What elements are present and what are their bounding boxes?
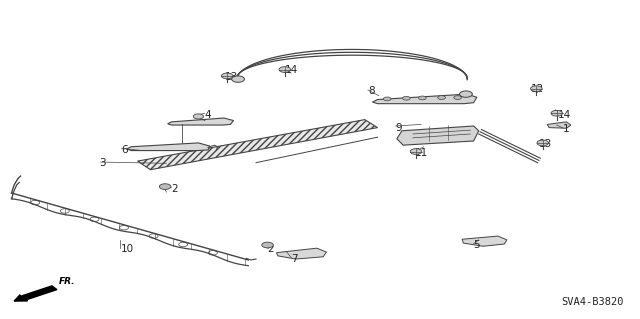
Circle shape <box>551 110 563 116</box>
Text: 14: 14 <box>285 64 298 75</box>
Circle shape <box>537 140 548 146</box>
Text: 7: 7 <box>291 254 298 264</box>
Text: 12: 12 <box>531 84 545 94</box>
Polygon shape <box>462 236 507 246</box>
Circle shape <box>221 73 233 79</box>
Text: 8: 8 <box>368 86 374 96</box>
Circle shape <box>454 96 461 100</box>
Circle shape <box>262 242 273 248</box>
Text: 1: 1 <box>563 124 570 134</box>
Polygon shape <box>127 143 210 151</box>
Circle shape <box>460 91 472 97</box>
Text: 4: 4 <box>205 110 211 120</box>
Polygon shape <box>276 248 326 259</box>
Text: 2: 2 <box>172 184 178 194</box>
Text: 2: 2 <box>268 244 274 255</box>
Circle shape <box>159 184 171 189</box>
Polygon shape <box>138 120 378 170</box>
Polygon shape <box>168 118 234 125</box>
Text: 13: 13 <box>225 71 239 82</box>
Circle shape <box>403 96 410 100</box>
Polygon shape <box>547 122 571 128</box>
Circle shape <box>410 149 422 154</box>
Text: 11: 11 <box>415 148 428 158</box>
Circle shape <box>279 67 291 72</box>
Text: SVA4-B3820: SVA4-B3820 <box>561 297 624 307</box>
Text: 10: 10 <box>120 244 134 255</box>
Text: 14: 14 <box>558 110 572 120</box>
Circle shape <box>438 96 445 100</box>
Polygon shape <box>397 126 479 145</box>
Circle shape <box>531 86 542 92</box>
Circle shape <box>383 97 391 101</box>
Text: 3: 3 <box>99 158 106 168</box>
FancyArrow shape <box>14 286 57 301</box>
Circle shape <box>232 76 244 82</box>
Text: 9: 9 <box>396 122 402 133</box>
Circle shape <box>193 114 204 119</box>
Text: 6: 6 <box>122 145 128 155</box>
Text: 13: 13 <box>539 139 552 149</box>
Text: FR.: FR. <box>59 278 76 286</box>
Polygon shape <box>372 94 477 104</box>
Text: 5: 5 <box>474 240 480 250</box>
Circle shape <box>419 96 426 100</box>
